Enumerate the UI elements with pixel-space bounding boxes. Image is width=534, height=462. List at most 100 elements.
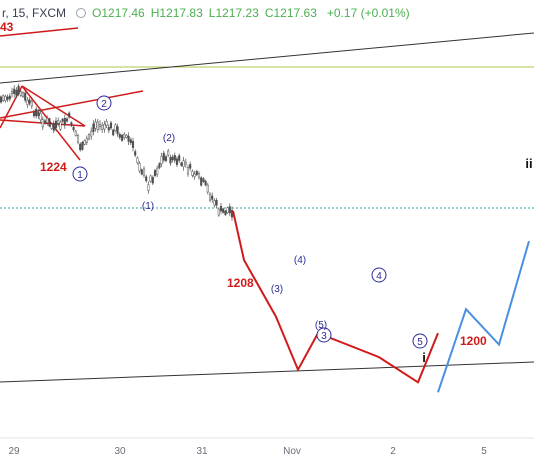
candle-body [215,199,218,206]
candle-body [116,126,119,135]
candle-body [87,134,91,140]
candlestick-series [0,83,234,221]
candle-body [15,89,18,96]
candle-body [186,167,190,175]
x-tick-31: 31 [196,446,208,457]
candle-body [35,108,38,117]
candle-body [204,180,207,186]
candle-body [92,123,95,132]
candle-body [4,96,7,102]
candle-body [136,157,139,164]
candle-body [184,161,187,165]
candle-body [171,156,174,161]
time-axis: 29 30 31 Nov 2 5 [0,437,534,457]
candle-body [112,129,115,136]
candle-body [32,111,36,117]
triangle-line [21,85,86,127]
triangle-line [21,85,81,161]
candle-body [19,91,22,96]
x-tick-29: 29 [8,446,20,457]
candle-body [149,175,152,182]
candle-body [70,122,73,126]
projection-up-path [437,240,530,393]
status-dot-icon [76,8,87,18]
candle-body [151,177,154,184]
candle-body [195,170,198,175]
candle-body [127,135,130,142]
candle-body [96,121,99,131]
candle-body [217,208,220,216]
change-value: +0.17 (+0.01%) [326,6,410,20]
candle-body [98,123,102,127]
candle-body [83,140,86,145]
candle-body [74,130,77,136]
candle-body [178,155,181,161]
candle-body [173,155,176,161]
wave-3-circle: 3 [316,327,332,343]
candle-body [219,206,223,212]
candle-body [105,121,108,126]
candle-body [63,118,66,126]
candle-body [189,164,192,169]
candle-body [68,112,71,118]
wave-label: 2 [101,99,107,110]
wave-i-label: i [422,350,426,365]
level-label-1200: 1200 [460,334,487,348]
symbol-info-bar: r, 15, FXCM O1217.46 H1217.83 L1217.23 C… [0,4,410,22]
candle-body [134,151,137,156]
triangle-line [0,90,144,119]
candle-body [30,101,33,107]
candle-body [191,171,194,176]
candle-body [107,126,110,131]
wave-label: 5 [417,337,423,348]
high-value: H1217.83 [150,6,203,20]
candle-body [193,173,196,178]
candle-body [85,137,88,143]
minor-wave-5: (5) [315,320,327,331]
candle-body [24,92,27,101]
candle-body [72,127,75,131]
minor-wave-2: (2) [163,133,175,144]
partial-red-line [0,27,79,37]
candle-body [208,193,212,201]
candle-body [123,134,126,139]
candle-body [94,121,97,129]
candle-body [26,99,29,105]
candle-body [59,121,62,130]
candle-body [21,92,25,98]
candle-body [156,167,159,175]
candle-body [65,118,69,122]
candle-body [0,96,3,103]
candle-body [28,99,31,104]
candle-body [169,157,172,164]
candle-body [138,163,141,172]
candle-body [76,135,80,143]
candle-body [43,120,47,124]
candle-body [103,124,106,130]
candle-body [153,170,157,177]
candle-body [228,206,231,214]
candle-body [197,173,201,178]
low-value: L1217.23 [208,6,259,20]
level-label-1208: 1208 [227,276,254,290]
projection-down-path [232,210,439,384]
candle-body [114,124,117,131]
candle-body [54,120,58,129]
candle-body [167,150,170,156]
candle-body [90,130,93,137]
wave-4-circle: 4 [371,267,387,283]
level-label-1224: 1224 [40,160,67,174]
minor-wave-4: (4) [294,255,306,266]
wave-1-circle: 1 [72,166,88,182]
candle-body [202,178,205,182]
candle-body [182,160,185,167]
x-tick-nov: Nov [283,446,301,457]
symbol-label: r, 15, FXCM [2,6,67,20]
minor-wave-1: (1) [142,201,154,212]
minor-wave-3: (3) [271,284,283,295]
x-tick-2: 2 [390,446,396,457]
open-value: O1217.46 [92,6,145,20]
candle-body [206,184,209,193]
candle-body [48,118,51,127]
